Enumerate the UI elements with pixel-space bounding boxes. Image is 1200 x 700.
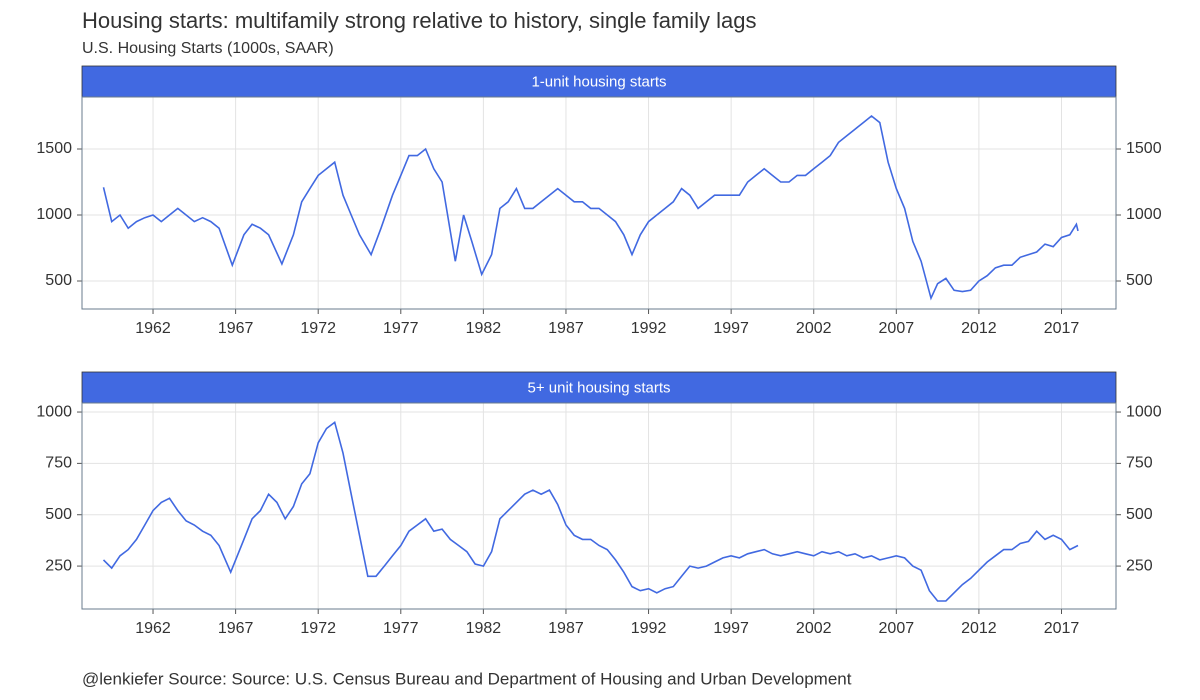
data-line: [102, 114, 1079, 301]
data-line: [102, 420, 1079, 602]
x-tick-label: 2017: [1044, 320, 1080, 337]
strip-label: 5+ unit housing starts: [527, 379, 670, 396]
x-tick-label: 1997: [713, 620, 749, 637]
strip: [81, 371, 1117, 404]
y-tick-label: 250: [45, 557, 72, 574]
x-tick-label: 2002: [796, 620, 832, 637]
x-tick-label: 1987: [548, 620, 584, 637]
caption: @lenkiefer Source: Source: U.S. Census B…: [82, 669, 852, 688]
x-tick-label: 1997: [713, 320, 749, 337]
x-tick-label: 2012: [961, 320, 997, 337]
y-tick-label: 500: [1126, 272, 1153, 289]
chart-title: Housing starts: multifamily strong relat…: [82, 8, 757, 33]
y-tick-label: 1500: [1126, 140, 1162, 157]
panel-border: [81, 96, 1117, 310]
strip: [81, 65, 1117, 98]
x-tick-label: 1977: [383, 620, 419, 637]
x-tick-label: 2012: [961, 620, 997, 637]
x-tick-label: 1972: [300, 620, 336, 637]
x-tick-label: 2002: [796, 320, 832, 337]
x-tick-label: 1982: [466, 620, 502, 637]
x-tick-label: 1962: [135, 320, 171, 337]
y-tick-label: 500: [45, 506, 72, 523]
x-tick-label: 1992: [631, 320, 667, 337]
x-tick-label: 1962: [135, 620, 171, 637]
x-tick-label: 1972: [300, 320, 336, 337]
x-tick-label: 2017: [1044, 620, 1080, 637]
y-tick-label: 500: [45, 272, 72, 289]
panel-border: [81, 402, 1117, 610]
x-tick-label: 1982: [466, 320, 502, 337]
y-tick-label: 750: [45, 455, 72, 472]
x-tick-label: 2007: [879, 320, 915, 337]
chart-subtitle: U.S. Housing Starts (1000s, SAAR): [82, 40, 334, 57]
y-tick-label: 500: [1126, 506, 1153, 523]
strip-label: 1-unit housing starts: [531, 73, 666, 90]
x-tick-label: 1967: [218, 620, 254, 637]
y-tick-label: 750: [1126, 455, 1153, 472]
x-tick-label: 1992: [631, 620, 667, 637]
y-tick-label: 1000: [36, 403, 72, 420]
y-tick-label: 1500: [36, 140, 72, 157]
y-tick-label: 1000: [1126, 403, 1162, 420]
x-tick-label: 1967: [218, 320, 254, 337]
y-tick-label: 1000: [1126, 206, 1162, 223]
y-tick-label: 1000: [36, 206, 72, 223]
x-tick-label: 2007: [879, 620, 915, 637]
x-tick-label: 1987: [548, 320, 584, 337]
y-tick-label: 250: [1126, 557, 1153, 574]
x-tick-label: 1977: [383, 320, 419, 337]
